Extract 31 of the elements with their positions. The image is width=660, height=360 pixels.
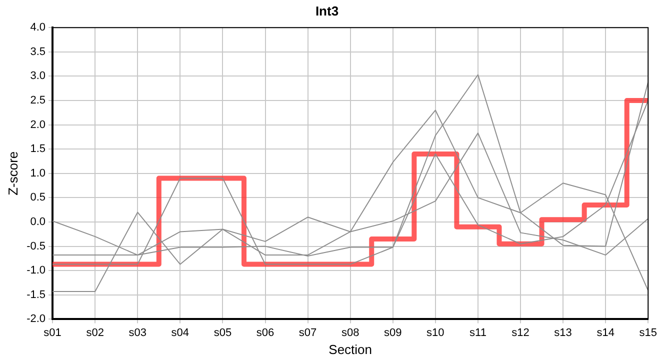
y-tick-label: -1.0: [26, 264, 46, 277]
y-tick-label: 0.0: [30, 216, 46, 228]
y-axis-title: Z-score: [5, 151, 20, 196]
y-tick-label: -0.5: [26, 240, 46, 252]
x-tick-label: s15: [639, 326, 658, 339]
y-tick-label: 3.0: [30, 70, 46, 82]
x-tick-label: s08: [341, 326, 360, 339]
x-tick-label: s11: [470, 326, 486, 339]
y-tick-label: 2.5: [30, 94, 46, 107]
y-tick-label: 3.5: [30, 46, 46, 58]
x-tick-label: s13: [554, 326, 572, 339]
y-tick-label: 4.0: [30, 22, 46, 34]
y-tick-label: 1.5: [30, 143, 46, 156]
y-tick-label: -2.0: [26, 313, 46, 326]
x-tick-label: s14: [596, 326, 614, 339]
y-tick-label: 2.0: [30, 118, 46, 131]
x-tick-label: s06: [256, 326, 274, 339]
x-tick-label: s05: [214, 326, 232, 339]
x-tick-label: s07: [298, 326, 317, 339]
x-tick-label: s02: [86, 326, 104, 339]
chart-title: Int3: [315, 3, 339, 18]
x-tick-label: s01: [44, 326, 62, 339]
y-tick-label: -1.5: [26, 288, 46, 301]
x-tick-label: s09: [384, 326, 402, 339]
x-tick-label: s03: [128, 326, 147, 339]
y-tick-label: 0.5: [30, 192, 46, 204]
x-tick-label: s12: [512, 326, 530, 339]
x-tick-label: s10: [426, 326, 444, 339]
y-tick-label: 1.0: [30, 167, 46, 180]
x-tick-label: s04: [171, 326, 190, 339]
x-axis-title: Section: [328, 342, 372, 357]
